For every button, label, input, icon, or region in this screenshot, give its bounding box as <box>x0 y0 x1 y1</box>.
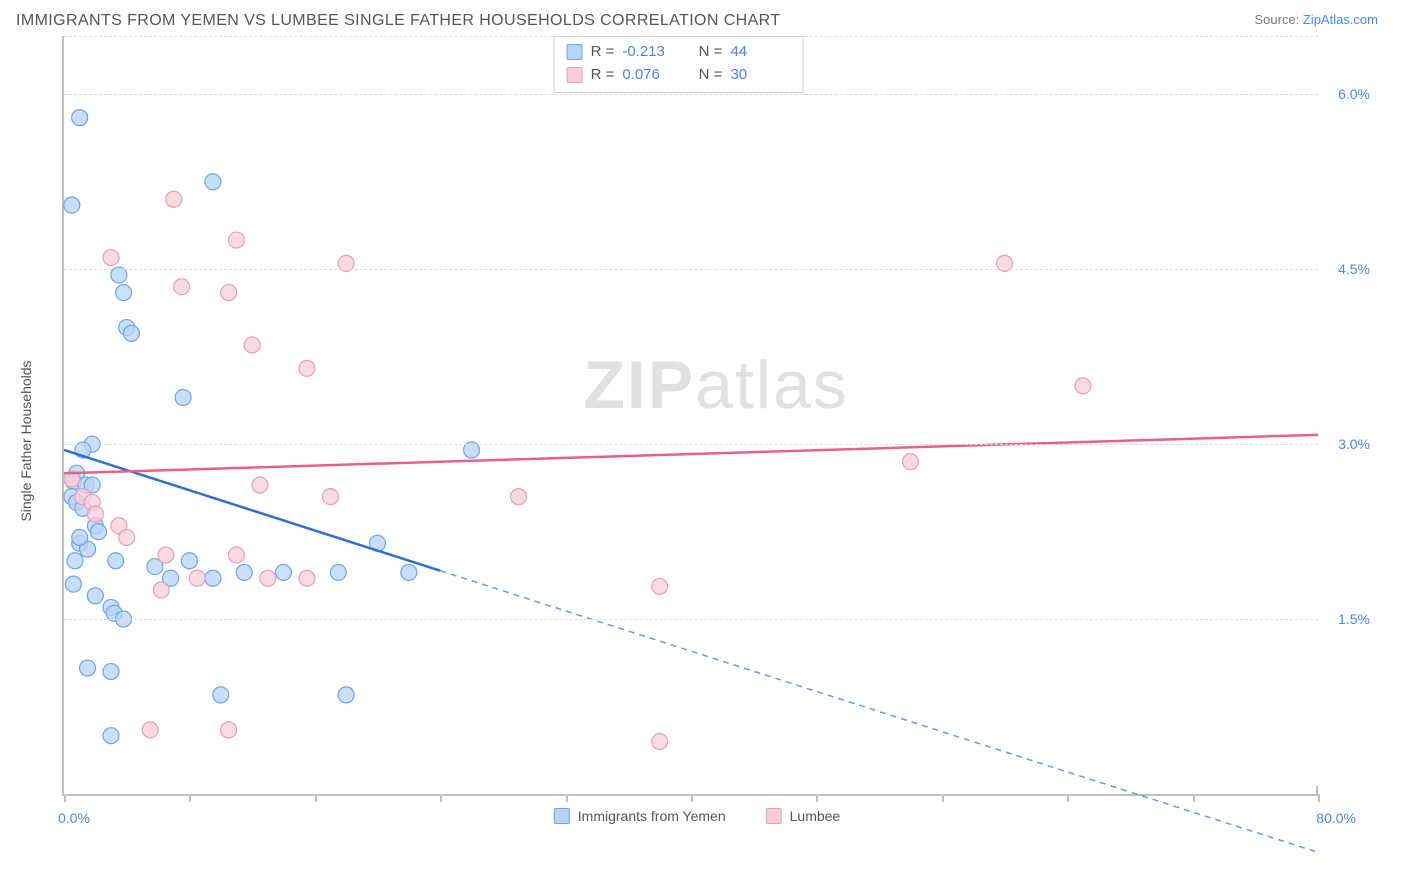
data-point <box>401 564 417 580</box>
legend-row: R = 0.076 N = 30 <box>567 64 791 87</box>
data-point <box>228 232 244 248</box>
data-point <box>260 570 276 586</box>
x-tick <box>1067 794 1069 802</box>
data-point <box>299 360 315 376</box>
x-tick <box>189 794 191 802</box>
data-point <box>902 454 918 470</box>
data-point <box>228 547 244 563</box>
x-tick <box>1193 794 1195 802</box>
data-point <box>108 553 124 569</box>
y-tick-label: 6.0% <box>1338 86 1370 102</box>
data-point <box>72 110 88 126</box>
legend-item: Lumbee <box>766 808 841 824</box>
data-point <box>65 576 81 592</box>
data-point <box>153 582 169 598</box>
data-point <box>338 687 354 703</box>
data-point <box>511 489 527 505</box>
x-tick <box>315 794 317 802</box>
data-point <box>236 564 252 580</box>
data-point <box>119 529 135 545</box>
x-tick <box>566 794 568 802</box>
data-point <box>87 506 103 522</box>
data-point <box>252 477 268 493</box>
plot-region: R = -0.213 N = 44R = 0.076 N = 30 ZIPatl… <box>62 36 1318 796</box>
data-point <box>181 553 197 569</box>
gridline <box>64 269 1318 270</box>
data-point <box>213 687 229 703</box>
data-point <box>652 734 668 750</box>
source-attribution: Source: ZipAtlas.com <box>1254 12 1378 27</box>
data-point <box>80 660 96 676</box>
gridline <box>64 94 1318 95</box>
data-point <box>123 325 139 341</box>
chart-title: IMMIGRANTS FROM YEMEN VS LUMBEE SINGLE F… <box>16 12 781 30</box>
data-point <box>221 285 237 301</box>
data-point <box>166 191 182 207</box>
gridline <box>64 619 1318 620</box>
y-tick-label: 3.0% <box>1338 436 1370 452</box>
correlation-legend: R = -0.213 N = 44R = 0.076 N = 30 <box>554 36 804 93</box>
data-point <box>275 564 291 580</box>
data-point <box>103 250 119 266</box>
x-axis-max-label: 80.0% <box>1316 810 1356 826</box>
x-tick <box>64 794 66 802</box>
data-point <box>205 570 221 586</box>
x-tick <box>942 794 944 802</box>
x-axis-min-label: 0.0% <box>58 810 90 826</box>
data-point <box>64 197 80 213</box>
data-point <box>90 524 106 540</box>
data-point <box>330 564 346 580</box>
legend-row: R = -0.213 N = 44 <box>567 41 791 64</box>
chart-area: Single Father Households R = -0.213 N = … <box>16 36 1378 846</box>
legend-item: Immigrants from Yemen <box>554 808 726 824</box>
y-tick-label: 1.5% <box>1338 611 1370 627</box>
data-point <box>189 570 205 586</box>
data-point <box>221 722 237 738</box>
trend-line <box>64 435 1318 473</box>
data-point <box>175 390 191 406</box>
data-point <box>299 570 315 586</box>
data-point <box>103 728 119 744</box>
data-point <box>322 489 338 505</box>
y-axis-label: Single Father Households <box>18 360 34 521</box>
x-tick <box>691 794 693 802</box>
data-point <box>158 547 174 563</box>
data-point <box>67 553 83 569</box>
data-point <box>116 285 132 301</box>
data-point <box>174 279 190 295</box>
series-legend: Immigrants from Yemen Lumbee <box>554 808 840 824</box>
data-point <box>103 664 119 680</box>
data-point <box>652 578 668 594</box>
data-point <box>72 529 88 545</box>
y-tick-label: 4.5% <box>1338 261 1370 277</box>
data-point <box>142 722 158 738</box>
gridline <box>64 444 1318 445</box>
x-tick <box>816 794 818 802</box>
data-point <box>1075 378 1091 394</box>
x-tick <box>440 794 442 802</box>
data-point <box>205 174 221 190</box>
x-tick <box>1318 794 1320 802</box>
data-point <box>244 337 260 353</box>
data-point <box>87 588 103 604</box>
